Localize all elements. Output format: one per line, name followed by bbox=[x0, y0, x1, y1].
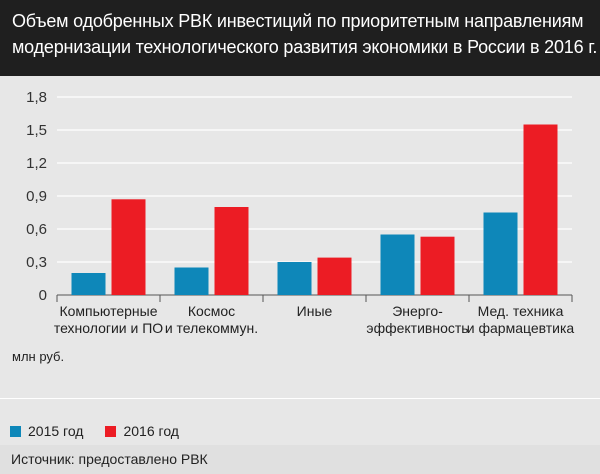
x-category-label: Компьютерные bbox=[59, 303, 157, 319]
x-category-label: Космос bbox=[188, 303, 235, 319]
bar-2016 bbox=[317, 257, 352, 295]
x-category-label: и фармацевтика bbox=[467, 320, 575, 336]
bar-2015 bbox=[380, 234, 415, 295]
chart-title: Объем одобренных РВК инвестиций по приор… bbox=[0, 0, 600, 76]
unit-label: млн руб. bbox=[12, 349, 65, 364]
y-tick-label: 0 bbox=[39, 287, 47, 304]
y-tick-label: 0,6 bbox=[26, 221, 47, 238]
x-category-label: Энерго- bbox=[392, 303, 443, 319]
bar-2015 bbox=[174, 267, 209, 295]
legend-item-2015: 2015 год bbox=[10, 423, 83, 439]
legend-divider bbox=[0, 398, 600, 399]
source-footer: Источник: предоставлено РВК bbox=[0, 445, 600, 474]
bar-2015 bbox=[71, 273, 106, 295]
bar-2016 bbox=[523, 124, 558, 295]
legend-label-2016: 2016 год bbox=[123, 423, 179, 439]
legend-swatch-2016 bbox=[105, 425, 117, 437]
bar-2016 bbox=[420, 236, 455, 295]
title-line-1: Объем одобренных РВК инвестиций по приор… bbox=[12, 11, 584, 31]
source-text: Источник: предоставлено РВК bbox=[11, 451, 208, 467]
x-category-label: технологии и ПО bbox=[54, 320, 163, 336]
bar-2015 bbox=[483, 212, 518, 295]
legend: 2015 год 2016 год bbox=[10, 422, 201, 440]
bar-2016 bbox=[111, 199, 146, 295]
y-tick-label: 0,3 bbox=[26, 254, 47, 271]
y-tick-label: 1,2 bbox=[26, 155, 47, 172]
legend-label-2015: 2015 год bbox=[28, 423, 84, 439]
bar-2015 bbox=[277, 262, 312, 295]
x-category-label: Иные bbox=[297, 303, 333, 319]
x-category-label: эффективность bbox=[366, 320, 468, 336]
title-line-2: модернизации технологического развития э… bbox=[12, 37, 598, 57]
legend-item-2016: 2016 год bbox=[105, 423, 179, 439]
x-category-label: Мед. техника bbox=[478, 303, 564, 319]
y-tick-label: 1,8 bbox=[26, 89, 47, 106]
y-tick-label: 0,9 bbox=[26, 188, 47, 205]
y-tick-label: 1,5 bbox=[26, 122, 47, 139]
bar-2016 bbox=[214, 207, 249, 295]
bar-chart: 0 0,3 0,6 0,9 1,2 1,5 1,8 Компьютерныетехнологи… bbox=[26, 89, 575, 336]
legend-swatch-2015 bbox=[10, 425, 21, 437]
x-category-label: и телекоммун. bbox=[165, 320, 258, 336]
